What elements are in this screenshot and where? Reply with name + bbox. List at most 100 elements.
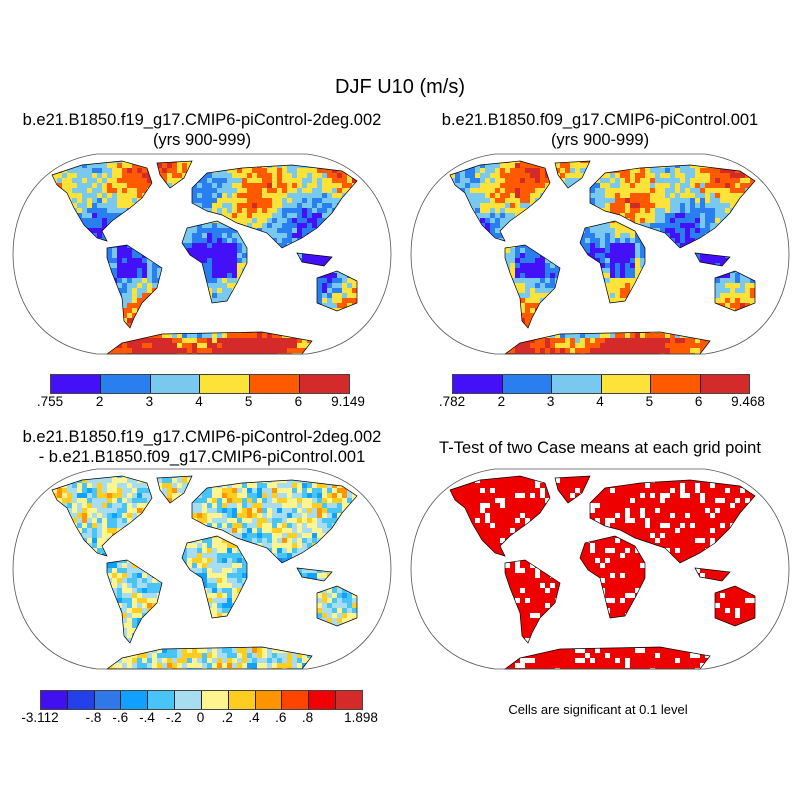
coastline-africa — [181, 220, 248, 304]
colorbar-tick-label: 0 — [196, 710, 205, 725]
map-border — [12, 153, 392, 355]
colorbar-tick-label: 4 — [195, 394, 203, 409]
colorbar-tick-label: 6 — [694, 394, 703, 409]
colorbar-tick-label: -.4 — [139, 710, 155, 725]
land-grid-cells — [52, 476, 357, 669]
map-panel-ttest — [410, 468, 790, 670]
panel3-title-line1: b.e21.B1850.f19_g17.CMIP6-piControl-2deg… — [22, 428, 382, 446]
coastline-south-america — [504, 559, 561, 644]
panel1-title-line2: (yrs 900-999) — [152, 131, 252, 149]
coastline-australia — [316, 270, 358, 312]
colorbar-tick-label: -.2 — [165, 710, 182, 725]
colorbar-box — [651, 375, 701, 393]
colorbar-tick-label: 5 — [645, 394, 654, 409]
colorbar-tick-label: -.8 — [85, 710, 102, 725]
panel2-title: b.e21.B1850.f09_g17.CMIP6-piControl.001 … — [400, 110, 800, 150]
colorbar-box — [453, 375, 503, 393]
colorbar-tick-label: .2 — [221, 710, 233, 725]
colorbar-box — [51, 375, 101, 393]
land-grid-cells — [450, 476, 755, 669]
colorbar-box — [502, 375, 552, 393]
panel2-title-line1: b.e21.B1850.f09_g17.CMIP6-piControl.001 — [441, 111, 759, 129]
colorbar-box — [228, 691, 256, 709]
significance-note: Cells are significant at 0.1 level — [508, 702, 688, 717]
land-grid-cells — [52, 161, 357, 354]
coastline-eurasia — [589, 164, 756, 249]
coastline-australia — [316, 585, 358, 627]
colorbar-case2 — [452, 374, 750, 394]
coastline-eurasia — [191, 479, 358, 564]
coastline-south-america — [106, 559, 163, 644]
colorbar-tick-label: 9.149 — [331, 394, 365, 409]
colorbar-box — [100, 375, 151, 393]
colorbar-box — [601, 375, 651, 393]
coastline-north-america — [449, 160, 551, 242]
colorbar-tick-label: 2 — [95, 394, 104, 409]
coastline-africa — [579, 220, 646, 304]
colorbar-tick-label: 9.468 — [731, 394, 765, 409]
colorbar-tick-label: .6 — [275, 710, 287, 725]
colorbar-tick-label: .782 — [438, 394, 466, 409]
colorbar-box — [67, 691, 95, 709]
panel2-title-line2: (yrs 900-999) — [550, 131, 650, 149]
coastline-north-america — [449, 475, 551, 557]
colorbar-box — [250, 375, 301, 393]
colorbar-box — [300, 375, 349, 393]
panel3-title-line2: - b.e21.B1850.f09_g17.CMIP6-piControl.00… — [38, 448, 366, 466]
colorbar-box — [150, 375, 201, 393]
colorbar-box — [121, 691, 149, 709]
map-panel-case2 — [410, 153, 790, 355]
colorbar-box — [94, 691, 122, 709]
land-grid-cells — [450, 161, 755, 354]
colorbar-tick-label: .755 — [36, 394, 64, 409]
coastline-eurasia — [589, 479, 756, 564]
colorbar-box — [336, 691, 362, 709]
panel1-title: b.e21.B1850.f19_g17.CMIP6-piControl-2deg… — [2, 110, 402, 150]
coastline-south-america — [504, 244, 561, 329]
colorbar-tick-label: 3 — [145, 394, 154, 409]
coastline-africa — [181, 535, 248, 619]
figure-title: DJF U10 (m/s) — [335, 76, 465, 98]
coastline-greenland — [554, 475, 591, 504]
map-border — [12, 468, 392, 670]
coastline-greenland — [156, 475, 193, 504]
colorbar-tick-label: .4 — [248, 710, 260, 725]
colorbar-tick-label: -.6 — [112, 710, 129, 725]
colorbar-box — [175, 691, 202, 709]
colorbar-box — [309, 691, 337, 709]
colorbar-tick-label: 2 — [497, 394, 506, 409]
colorbar-box — [700, 375, 749, 393]
colorbar-tick-label: 1.898 — [344, 710, 378, 725]
map-border — [410, 468, 790, 670]
coastline-maritime-continent — [296, 252, 333, 267]
colorbar-box — [41, 691, 68, 709]
colorbar-box — [148, 691, 176, 709]
map-panel-case1 — [12, 153, 392, 355]
colorbar-difference — [40, 690, 363, 710]
colorbar-case1 — [50, 374, 350, 394]
coastline-australia — [714, 585, 756, 627]
colorbar-box — [552, 375, 602, 393]
coastline-africa — [579, 535, 646, 619]
coastline-maritime-continent — [694, 252, 731, 267]
coastline-eurasia — [191, 164, 358, 249]
colorbar-tick-label: 4 — [596, 394, 604, 409]
colorbar-box — [201, 691, 229, 709]
coastline-south-america — [106, 244, 163, 329]
map-border — [410, 153, 790, 355]
coastline-maritime-continent — [296, 567, 333, 582]
coastline-north-america — [51, 160, 153, 242]
colorbar-box — [282, 691, 310, 709]
coastline-maritime-continent — [694, 567, 731, 582]
panel1-title-line1: b.e21.B1850.f19_g17.CMIP6-piControl-2deg… — [22, 111, 382, 129]
colorbar-tick-label: 6 — [294, 394, 303, 409]
panel3-title: b.e21.B1850.f19_g17.CMIP6-piControl-2deg… — [2, 427, 402, 467]
colorbar-tick-label: 5 — [244, 394, 253, 409]
map-panel-difference — [12, 468, 392, 670]
panel4-title: T-Test of two Case means at each grid po… — [439, 439, 761, 457]
colorbar-box — [200, 375, 251, 393]
colorbar-tick-label: -3.112 — [21, 710, 59, 725]
coastline-north-america — [51, 475, 153, 557]
colorbar-tick-label: 3 — [546, 394, 555, 409]
coastline-greenland — [156, 160, 193, 189]
